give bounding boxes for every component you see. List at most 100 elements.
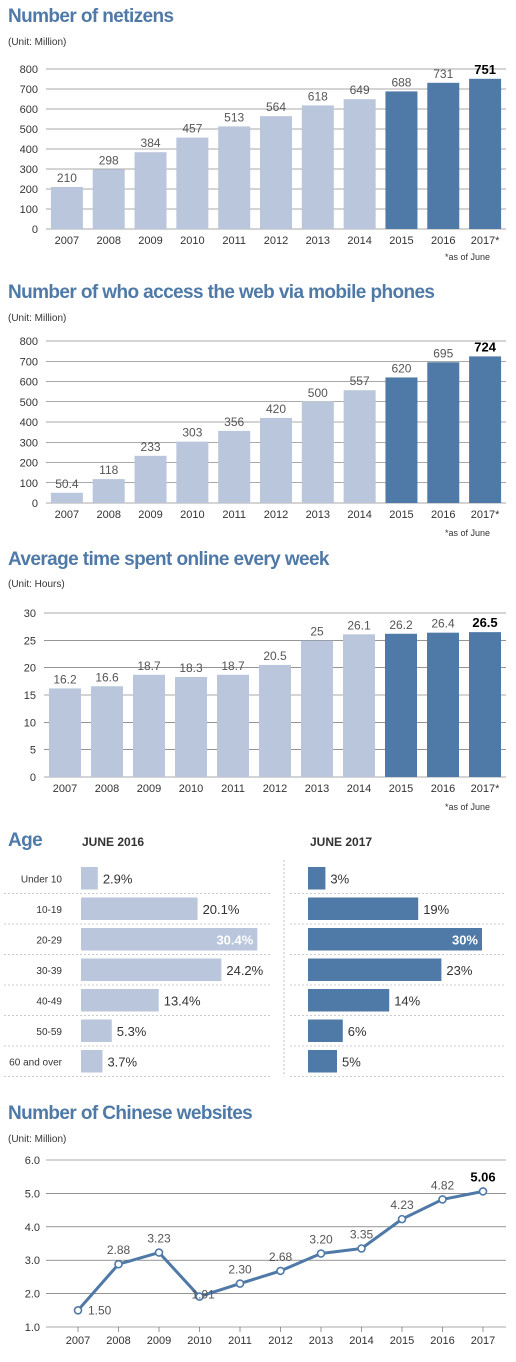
bar-value-label: 18.3: [179, 661, 203, 675]
bar: [469, 356, 502, 503]
bar-value-label: 724: [474, 339, 496, 354]
netizens-unit: (Unit: Million): [8, 37, 67, 48]
bar: [427, 362, 460, 503]
x-tick-label: 2010: [179, 783, 203, 795]
x-tick-label: 2011: [221, 783, 245, 795]
x-tick-label: 2009: [147, 1335, 171, 1347]
y-tick-label: 500: [20, 397, 38, 409]
data-point: [478, 1187, 488, 1196]
y-tick-label: 800: [20, 336, 38, 348]
x-tick-label: 2013: [309, 1335, 333, 1347]
bar: [133, 674, 165, 777]
age-value-label: 13.4%: [164, 993, 201, 1008]
age-bar: [81, 867, 98, 890]
y-tick-label: 15: [24, 690, 36, 702]
x-tick-label: 2008: [96, 509, 120, 521]
time-note: *as of June: [445, 802, 491, 812]
x-tick-label: 2012: [268, 1335, 292, 1347]
bar-value-label: 620: [391, 361, 411, 375]
websites-title: Number of Chinese websites: [8, 1103, 253, 1124]
bar-value-label: 26.1: [347, 618, 371, 632]
y-tick-label: 0: [32, 224, 38, 236]
time-unit: (Unit: Hours): [8, 579, 65, 590]
x-tick-label: 2013: [305, 783, 329, 795]
y-tick-label: 100: [20, 478, 38, 490]
bar: [343, 390, 376, 503]
bar-value-label: 50.4: [55, 477, 79, 491]
age-value-label: 14%: [394, 993, 420, 1008]
websites-unit: (Unit: Million): [8, 1134, 67, 1145]
bar-value-label: 731: [433, 67, 453, 81]
age-value-label: 20.1%: [203, 902, 240, 917]
age-value-label: 30%: [452, 932, 478, 947]
x-tick-label: 2015: [390, 1335, 414, 1347]
x-tick-label: 2010: [180, 235, 204, 247]
age-category-label: 30-39: [36, 966, 62, 977]
point-value-label: 3.35: [350, 1228, 374, 1242]
age-value-label: 24.2%: [226, 963, 263, 978]
age-category-label: 50-59: [36, 1027, 62, 1038]
age-bar: [81, 958, 222, 981]
y-tick-label: 600: [20, 377, 38, 389]
age-category-label: Under 10: [21, 874, 63, 885]
y-tick-label: 4.0: [25, 1222, 40, 1234]
bar-value-label: 26.2: [389, 618, 413, 632]
bar: [50, 492, 83, 503]
x-tick-label: 2015: [389, 783, 413, 795]
data-point: [438, 1195, 447, 1204]
y-tick-label: 200: [20, 184, 38, 196]
age-series-2017-name: JUNE 2017: [310, 835, 373, 849]
bar: [91, 686, 123, 777]
y-tick-label: 100: [20, 204, 38, 216]
age-value-label: 5%: [342, 1054, 361, 1069]
data-point: [235, 1279, 245, 1288]
bar: [427, 632, 459, 777]
bar: [49, 688, 81, 777]
bar: [175, 676, 207, 777]
y-tick-label: 20: [24, 663, 36, 675]
mobile-unit: (Unit: Million): [8, 313, 67, 324]
data-point: [357, 1244, 366, 1253]
y-tick-label: 400: [20, 144, 38, 156]
bar-value-label: 298: [99, 153, 119, 167]
age-bar: [308, 958, 442, 981]
x-tick-label: 2010: [180, 509, 204, 521]
point-value-label: 3.20: [309, 1233, 333, 1247]
bar-value-label: 18.7: [137, 659, 161, 673]
y-tick-label: 500: [20, 124, 38, 136]
y-tick-label: 300: [20, 164, 38, 176]
bar-value-label: 16.6: [95, 670, 119, 684]
age-bar: [308, 1019, 343, 1042]
bar-value-label: 557: [350, 374, 370, 388]
x-tick-label: 2015: [389, 509, 413, 521]
age-value-label: 3.7%: [107, 1054, 137, 1069]
bar-value-label: 618: [308, 89, 328, 103]
data-point: [397, 1214, 407, 1224]
bar: [259, 664, 291, 777]
bar: [217, 674, 249, 777]
x-tick-label: 2014: [347, 509, 371, 521]
netizens-chart: 0 100 200 300 400 500 600 700 800 210 2007 298 2008 3…: [20, 62, 506, 247]
x-tick-label: 2013: [306, 235, 330, 247]
y-tick-label: 3.0: [25, 1255, 40, 1267]
x-tick-label: 2015: [389, 235, 413, 247]
bar-value-label: 751: [474, 62, 496, 77]
y-tick-label: 800: [20, 64, 38, 76]
bar: [134, 152, 167, 229]
bar-value-label: 25: [310, 624, 324, 638]
bar-value-label: 356: [224, 415, 244, 429]
bar: [385, 377, 418, 503]
bar-value-label: 26.5: [472, 615, 497, 630]
data-point: [73, 1306, 83, 1315]
x-tick-label: 2016: [430, 1335, 454, 1347]
x-tick-label: 2017*: [471, 783, 500, 795]
age-value-label: 2.9%: [103, 871, 133, 886]
bar: [176, 441, 209, 503]
y-tick-label: 30: [24, 608, 36, 620]
data-point: [276, 1266, 285, 1276]
y-tick-label: 6.0: [25, 1155, 40, 1167]
netizens-note: *as of June: [445, 252, 491, 262]
age-value-label: 6%: [348, 1024, 367, 1039]
y-tick-label: 200: [20, 458, 38, 470]
y-tick-label: 700: [20, 356, 38, 368]
